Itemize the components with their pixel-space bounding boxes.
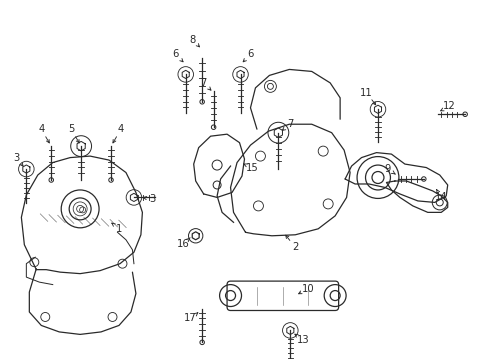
Text: 16: 16 (177, 239, 190, 249)
Text: 12: 12 (443, 101, 455, 111)
Text: 7: 7 (200, 78, 206, 88)
Text: 9: 9 (384, 164, 390, 174)
Text: 10: 10 (301, 284, 314, 293)
Text: 3: 3 (13, 153, 20, 163)
Text: 13: 13 (296, 336, 309, 345)
Text: 4: 4 (38, 124, 44, 134)
Text: 6: 6 (247, 49, 253, 59)
Text: 2: 2 (291, 242, 298, 252)
Text: 4: 4 (118, 124, 124, 134)
Text: 14: 14 (434, 193, 447, 202)
Text: 8: 8 (189, 35, 195, 45)
Text: 15: 15 (245, 163, 258, 172)
Text: 1: 1 (116, 224, 122, 234)
Text: 11: 11 (360, 88, 372, 98)
Text: 17: 17 (184, 314, 197, 324)
Text: 6: 6 (172, 49, 179, 59)
Text: 7: 7 (286, 119, 293, 129)
Text: 5: 5 (68, 124, 74, 134)
Text: 3: 3 (149, 194, 155, 204)
